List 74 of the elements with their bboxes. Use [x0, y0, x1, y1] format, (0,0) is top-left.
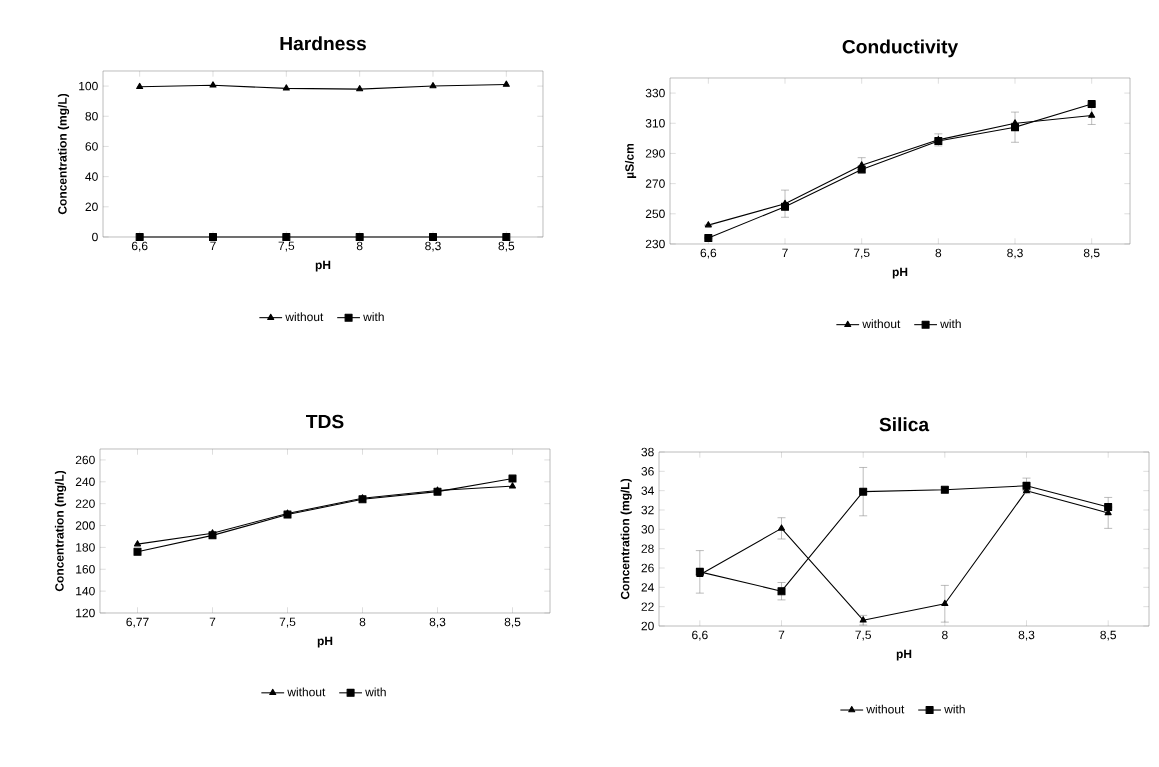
chart-title: Conductivity: [842, 39, 959, 58]
x-tick-label: 6,6: [692, 630, 708, 641]
x-tick-label: 7: [778, 630, 785, 639]
y-tick-label: 20: [641, 621, 654, 631]
x-tick-label: 8: [356, 241, 363, 251]
y-tick-label: 290: [645, 149, 665, 158]
legend-label: without: [287, 687, 326, 697]
x-tick-label: 7,5: [855, 630, 872, 641]
y-tick-label: 24: [641, 583, 654, 592]
y-tick-label: 20: [85, 202, 98, 212]
y-axis-title: Concentration (mg/L): [620, 478, 632, 600]
y-tick-label: 34: [641, 486, 654, 495]
x-tick-label: 7,5: [853, 248, 870, 259]
x-tick-label: 7: [210, 241, 216, 250]
x-tick-label: 7: [209, 617, 216, 626]
y-tick-label: 40: [85, 172, 98, 181]
y-tick-label: 60: [85, 142, 98, 151]
x-tick-label: 7: [782, 248, 788, 257]
legend-label: without: [866, 704, 905, 714]
y-tick-label: 140: [76, 586, 95, 596]
x-tick-label: 7,5: [278, 241, 295, 252]
y-tick-label: 240: [75, 477, 95, 487]
x-tick-label: 6,6: [131, 241, 148, 252]
x-tick-label: 8: [942, 630, 948, 640]
x-tick-label: 8,3: [429, 617, 446, 628]
y-tick-label: 310: [645, 119, 665, 128]
x-tick-label: 8,5: [1100, 630, 1117, 641]
x-tick-label: 8: [935, 248, 942, 258]
y-tick-label: 22: [641, 602, 654, 611]
y-tick-label: 180: [76, 543, 95, 552]
legend-label: with: [363, 312, 384, 322]
x-tick-label: 8,5: [504, 617, 521, 628]
y-tick-label: 100: [79, 81, 98, 91]
legend-label: with: [365, 687, 386, 697]
y-axis-title: Concentration (mg/L): [54, 470, 67, 592]
x-tick-label: 7,5: [279, 617, 296, 628]
legend-label: with: [940, 319, 961, 329]
y-tick-label: 26: [641, 563, 654, 573]
y-tick-label: 120: [76, 608, 95, 618]
y-tick-label: 250: [645, 209, 665, 219]
y-tick-label: 0: [92, 232, 98, 242]
y-tick-label: 200: [75, 521, 95, 530]
y-tick-label: 330: [645, 88, 665, 98]
y-tick-label: 220: [75, 499, 95, 508]
y-tick-label: 160: [76, 565, 95, 574]
x-tick-label: 8,5: [1083, 248, 1100, 259]
y-tick-label: 260: [75, 455, 95, 465]
chart-title: Hardness: [280, 36, 366, 51]
y-axis-title: µS/cm: [624, 143, 637, 178]
x-tick-label: 6,6: [700, 248, 717, 259]
x-tick-label: 8,5: [498, 241, 515, 252]
y-tick-label: 270: [645, 179, 665, 188]
y-tick-label: 36: [641, 467, 654, 476]
x-tick-label: 8,3: [425, 241, 441, 252]
x-axis-title: pH: [892, 267, 908, 279]
x-tick-label: 8: [359, 617, 366, 627]
x-axis-title: pH: [896, 649, 912, 661]
x-axis-title: pH: [317, 636, 333, 648]
y-tick-label: 38: [641, 447, 654, 457]
x-tick-label: 6,77: [126, 617, 149, 628]
x-tick-label: 8,3: [1018, 630, 1035, 641]
y-tick-label: 28: [641, 544, 654, 553]
y-tick-label: 80: [85, 112, 98, 121]
y-tick-label: 230: [645, 239, 665, 249]
x-tick-label: 8,3: [1007, 248, 1023, 259]
y-tick-label: 32: [641, 505, 654, 515]
x-axis-title: pH: [315, 260, 331, 272]
legend-label: without: [285, 312, 324, 322]
legend-label: without: [862, 319, 901, 329]
legend-label: with: [944, 704, 965, 714]
y-axis-title: Concentration (mg/L): [57, 93, 70, 215]
chart-title: Silica: [879, 417, 930, 432]
y-tick-label: 30: [641, 525, 654, 534]
chart-title: TDS: [306, 414, 344, 429]
